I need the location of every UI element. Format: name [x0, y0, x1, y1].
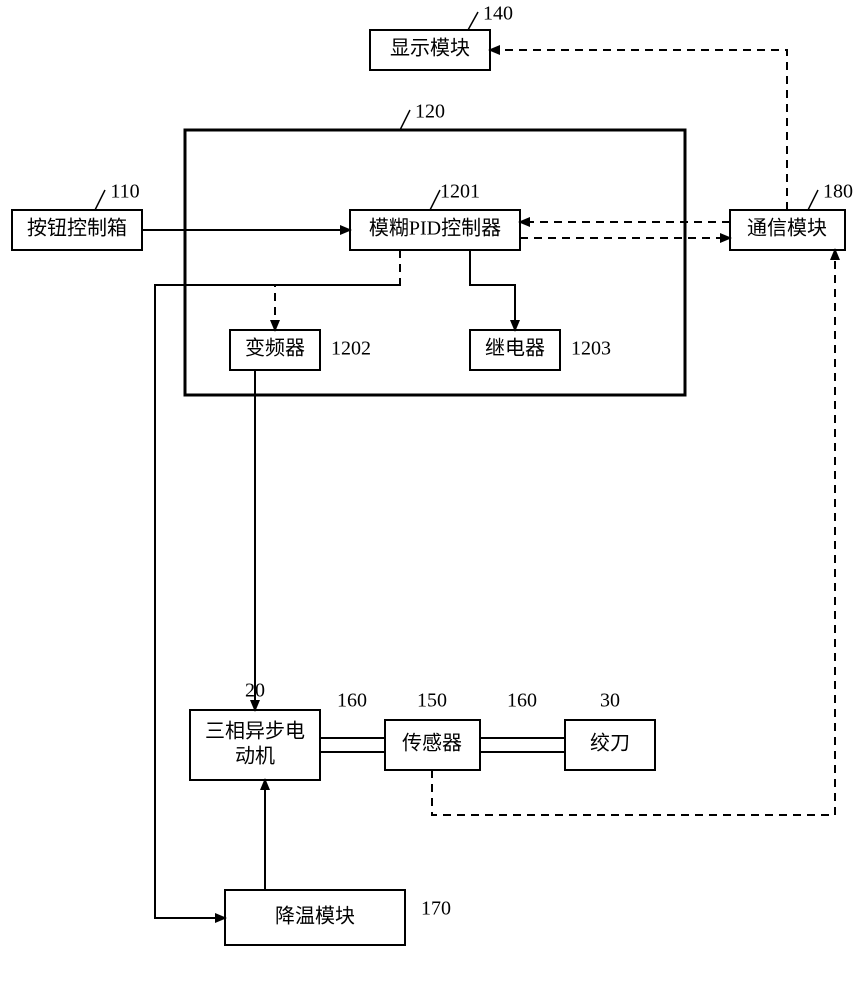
- ref-160b: 160: [507, 690, 537, 712]
- edge-1201-1203: [470, 250, 515, 330]
- label-140: 显示模块: [390, 37, 470, 60]
- ref-30: 30: [600, 690, 620, 712]
- block-diagram: 120 显示模块 140 按钮控制箱 110 模糊PID控制器 1201 变频器…: [0, 0, 861, 1000]
- lead-110: [95, 190, 105, 210]
- label-1203: 继电器: [485, 337, 545, 360]
- label-1202: 变频器: [245, 337, 305, 360]
- ref-110: 110: [110, 181, 139, 203]
- label-150: 传感器: [402, 732, 462, 755]
- ref-120: 120: [415, 101, 445, 123]
- ref-1202: 1202: [331, 338, 371, 360]
- ref-150: 150: [417, 690, 447, 712]
- edge-1201-170: [155, 285, 400, 918]
- ref-180: 180: [823, 181, 853, 203]
- lead-120: [400, 110, 410, 130]
- ref-140: 140: [483, 3, 513, 25]
- label-30: 绞刀: [590, 732, 630, 755]
- edge-1201-1202: [275, 250, 400, 330]
- lead-180: [808, 190, 818, 210]
- ref-1201: 1201: [440, 181, 480, 203]
- label-20-l1: 三相异步电: [205, 720, 305, 743]
- lead-140: [468, 12, 478, 30]
- ref-1203: 1203: [571, 338, 611, 360]
- label-20-l2: 动机: [235, 745, 275, 768]
- label-1201: 模糊PID控制器: [369, 217, 501, 240]
- label-110: 按钮控制箱: [27, 217, 127, 240]
- ref-170: 170: [421, 898, 451, 920]
- label-180: 通信模块: [747, 217, 827, 240]
- lead-1201: [430, 190, 440, 210]
- label-170: 降温模块: [275, 905, 355, 928]
- ref-160a: 160: [337, 690, 367, 712]
